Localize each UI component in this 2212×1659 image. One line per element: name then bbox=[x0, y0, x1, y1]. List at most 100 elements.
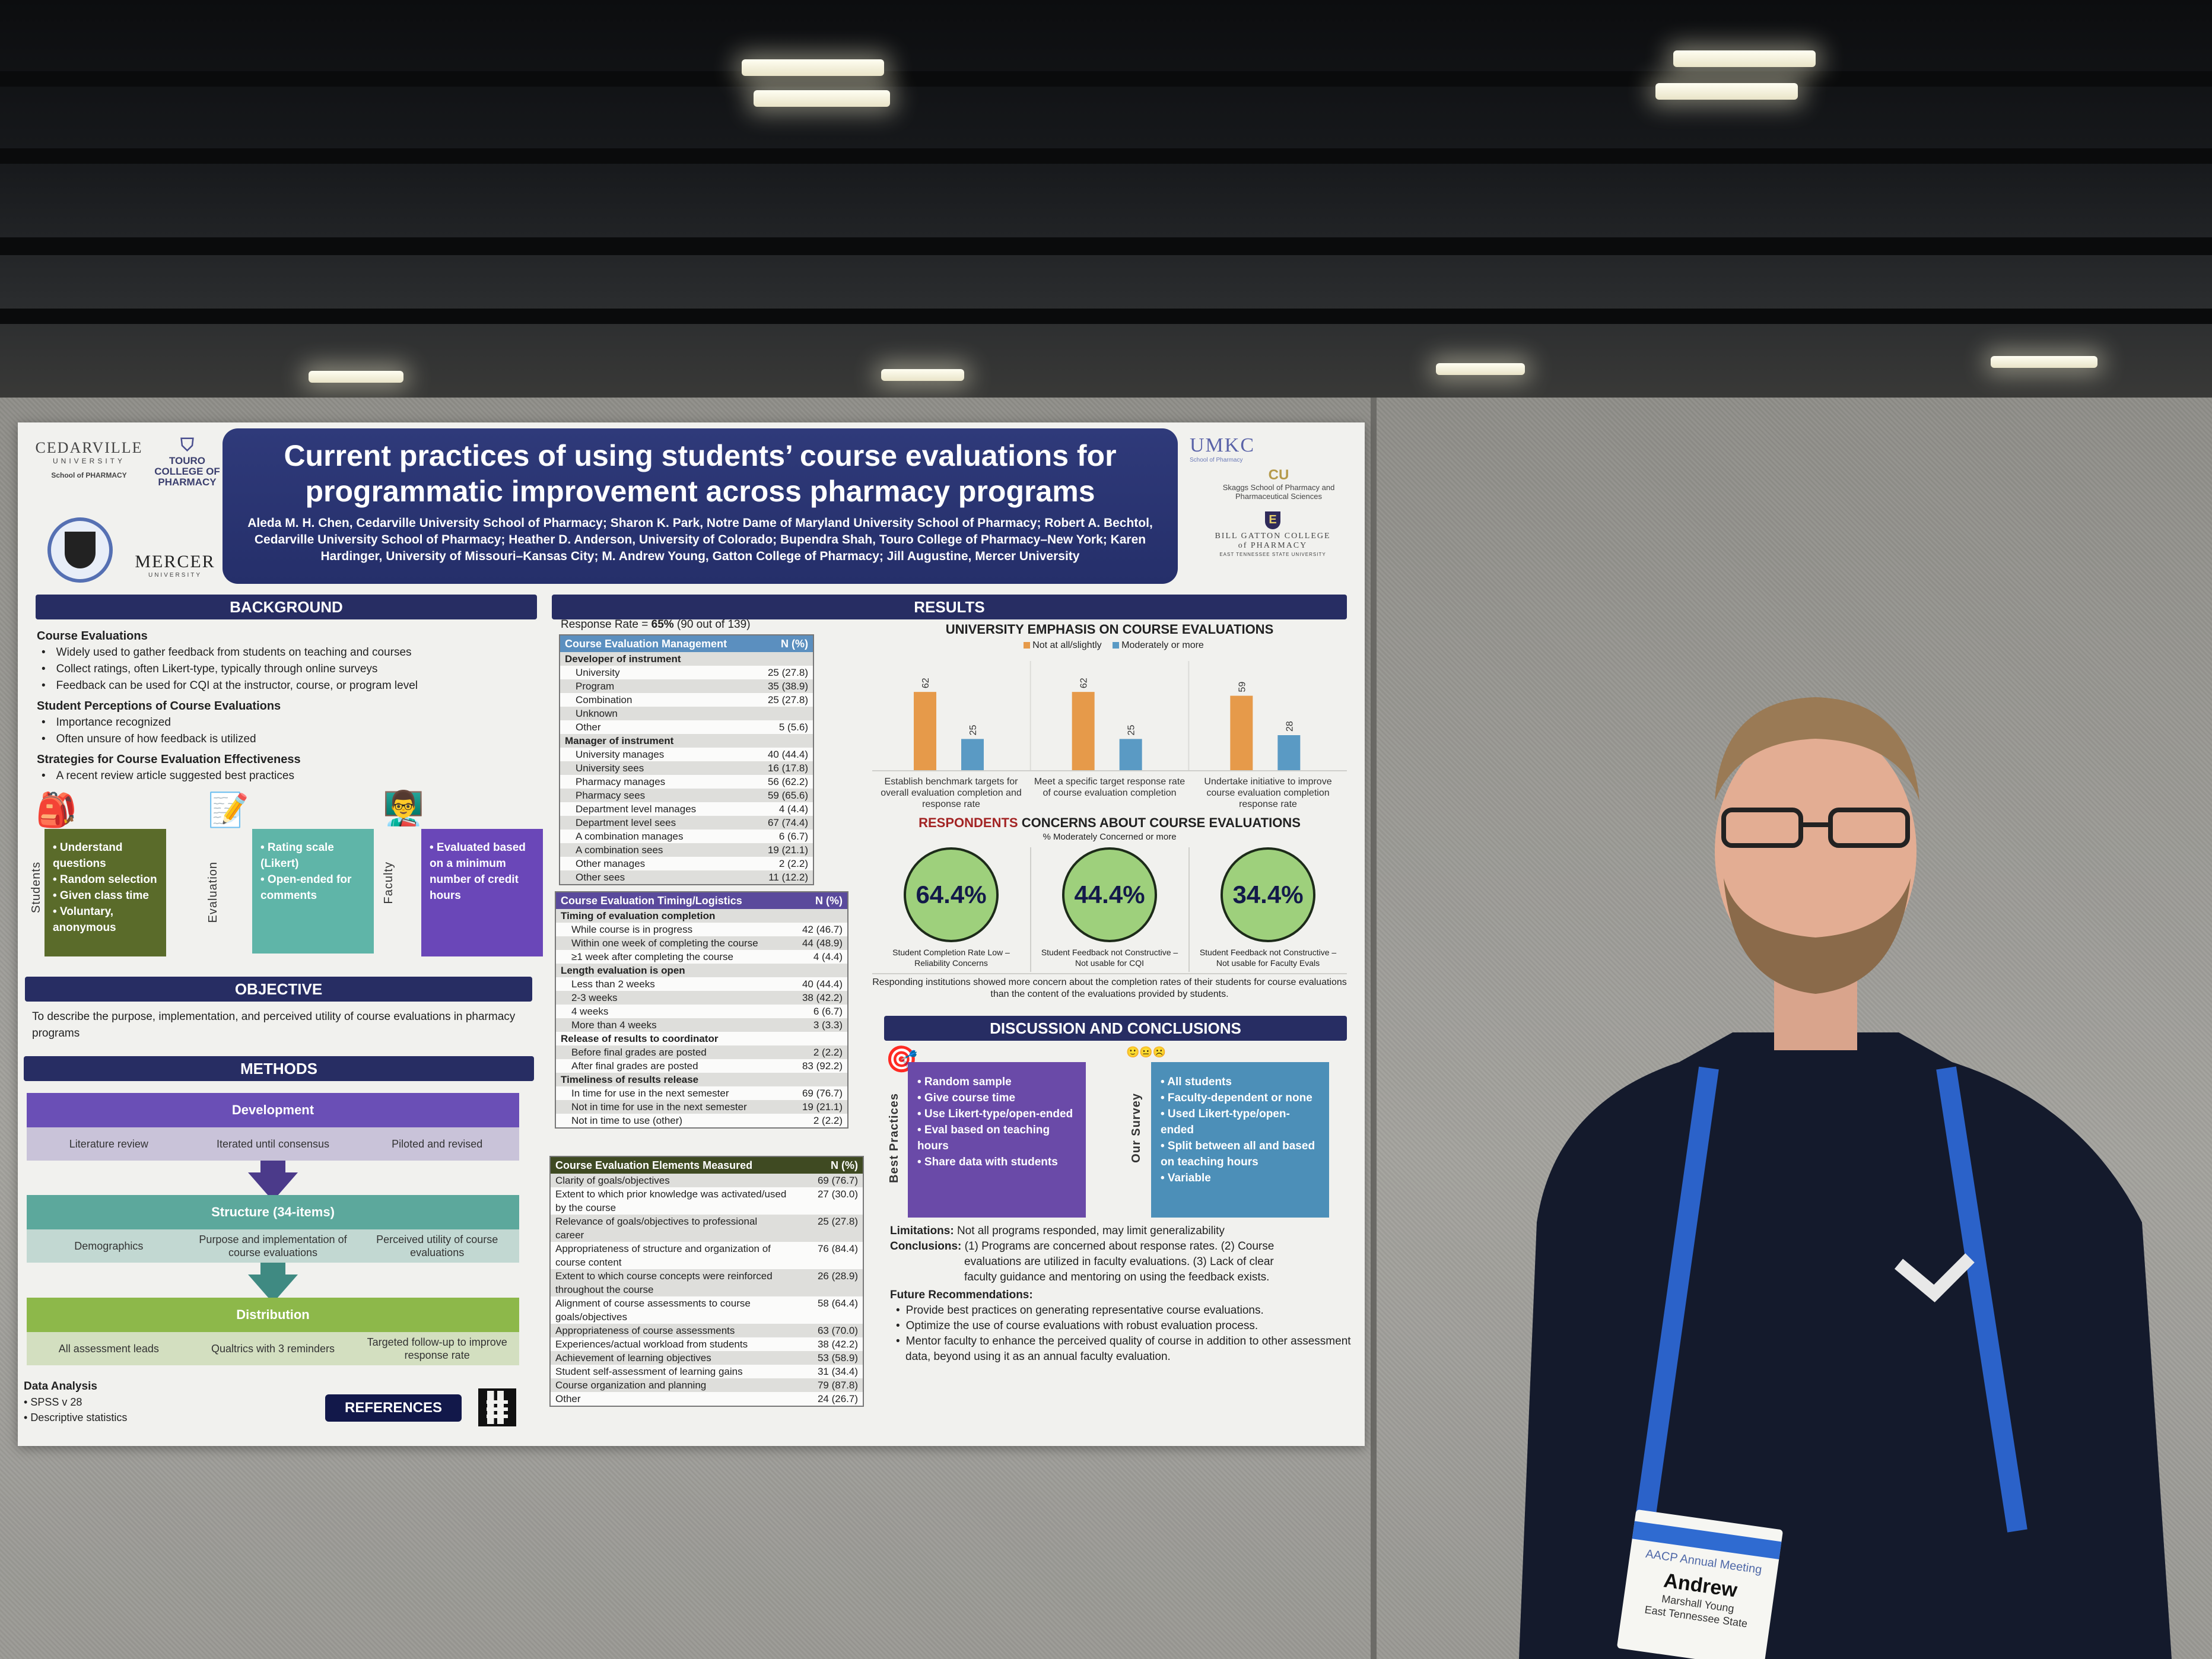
conclusions-text: Limitations: Not all programs responded,… bbox=[890, 1223, 1359, 1365]
bullet-item: • SPSS v 28 bbox=[24, 1396, 82, 1408]
row-label: Pharmacy sees bbox=[576, 790, 646, 801]
bullet-item: Provide best practices on generating rep… bbox=[890, 1303, 1359, 1318]
hair bbox=[1715, 697, 1919, 801]
table-group-row: Length evaluation is open bbox=[556, 964, 847, 977]
touro-logo: ⛉ TOURO COLLEGE OF PHARMACY bbox=[153, 436, 221, 488]
row-value: 67 (74.4) bbox=[767, 817, 808, 828]
divider bbox=[1188, 847, 1190, 972]
logo-text: TOURO COLLEGE OF PHARMACY bbox=[154, 455, 220, 488]
row-label: In time for use in the next semester bbox=[571, 1088, 729, 1099]
table-row: While course is in progress 42 (46.7) bbox=[556, 923, 847, 936]
qr-code-icon[interactable] bbox=[478, 1388, 516, 1426]
table-row: In time for use in the next semester 69 (… bbox=[556, 1086, 847, 1100]
bullet-item: Feedback can be used for CQI at the inst… bbox=[37, 678, 535, 694]
table-row: 2-3 weeks 38 (42.2) bbox=[556, 991, 847, 1005]
teacher-board-icon: 👨‍🏫 bbox=[383, 789, 424, 827]
response-rate-detail: (90 out of 139) bbox=[673, 618, 751, 631]
category-label: Establish benchmark targets for overall … bbox=[881, 777, 1022, 809]
table-title: Course Evaluation Elements Measured bbox=[555, 1159, 753, 1171]
box-line: • Variable bbox=[1161, 1172, 1211, 1184]
response-rate-label: Response Rate = bbox=[561, 618, 651, 631]
bar-data-label: 25 bbox=[1127, 725, 1137, 736]
legend-swatch bbox=[1113, 642, 1120, 649]
bullet-item: Importance recognized bbox=[37, 714, 535, 731]
category-label: Undertake initiative to improve course e… bbox=[1204, 777, 1332, 809]
references-button[interactable]: REFERENCES bbox=[325, 1394, 462, 1422]
category-label: Meet a specific target response rate of … bbox=[1034, 777, 1186, 798]
table-row: Extent to which course concepts were rei… bbox=[551, 1269, 863, 1296]
row-label: Alignment of course assessments to cours… bbox=[555, 1298, 751, 1323]
bullet-item: Optimize the use of course evaluations w… bbox=[890, 1318, 1359, 1334]
table-row: Clarity of goals/objectives 69 (76.7) bbox=[551, 1174, 863, 1187]
row-label: Other bbox=[555, 1393, 581, 1404]
table-row: Course organization and planning 79 (87.8… bbox=[551, 1378, 863, 1392]
table-row: University 25 (27.8) bbox=[560, 666, 813, 679]
row-label: Within one week of completing the course bbox=[571, 937, 758, 949]
limitations-text: Not all programs responded, may limit ge… bbox=[954, 1225, 1225, 1237]
row-label: Unknown bbox=[576, 708, 618, 719]
ceiling-beam bbox=[0, 309, 2212, 324]
skaggs-logo: CU Skaggs School of Pharmacy and Pharmac… bbox=[1204, 468, 1353, 501]
table-column-header: N (%) bbox=[815, 895, 843, 907]
future-recommendations: Future Recommendations: Provide best pra… bbox=[890, 1288, 1359, 1365]
cu-icon: CU bbox=[1268, 467, 1289, 483]
ceiling-light bbox=[309, 371, 403, 383]
box-line: • Open-ended for comments bbox=[260, 873, 352, 902]
author-list: Aleda M. H. Chen, Cedarville University … bbox=[247, 516, 1153, 563]
table-header: Course Evaluation Management N (%) bbox=[560, 635, 813, 652]
flow-item: Targeted follow-up to improve response r… bbox=[367, 1336, 507, 1361]
flow-step-items: Demographics Purpose and implementation … bbox=[27, 1229, 519, 1263]
lanyard-left bbox=[1633, 1066, 1719, 1533]
row-label: Experiences/actual workload from student… bbox=[555, 1339, 748, 1350]
best-practices-box: • Random sample • Give course time • Use… bbox=[908, 1062, 1086, 1218]
best-practices-label: Best Practices bbox=[888, 1093, 901, 1183]
concern-label: Student Completion Rate Low – Reliabilit… bbox=[892, 948, 1010, 968]
row-value: 2 (2.2) bbox=[813, 1115, 843, 1126]
row-label: Clarity of goals/objectives bbox=[555, 1175, 670, 1186]
logo-subtext: School of PHARMACY bbox=[51, 471, 127, 479]
logo-text: BILL GATTON COLLEGE of PHARMACY bbox=[1215, 532, 1331, 550]
emphasis-bar-chart: 62 25 62 25 59 28 bbox=[872, 661, 1347, 771]
survey-faces-icon: 🙂😐☹️ bbox=[1126, 1046, 1167, 1058]
table-row: Department level sees 67 (74.4) bbox=[560, 816, 813, 830]
title-banner: Current practices of using students’ cou… bbox=[223, 428, 1178, 584]
concern-circle-cqi: 44.4% bbox=[1062, 847, 1157, 942]
table-column-header: N (%) bbox=[831, 1159, 858, 1171]
row-value: 6 (6.7) bbox=[778, 831, 808, 842]
conclusions-line: (1) Programs are concerned about respons… bbox=[961, 1240, 1275, 1253]
row-label: Appropriateness of structure and organiz… bbox=[555, 1243, 771, 1268]
title-line: programmatic improvement across pharmacy… bbox=[305, 475, 1095, 508]
logo-text: CEDARVILLE bbox=[35, 439, 143, 456]
subheading: Strategies for Course Evaluation Effecti… bbox=[37, 753, 301, 766]
bar-moderately bbox=[1277, 735, 1301, 771]
box-line: • Random selection bbox=[53, 873, 157, 886]
response-rate-value: 65% bbox=[651, 618, 674, 631]
table-group-row: Manager of instrument bbox=[560, 734, 813, 748]
row-label: Timing of evaluation completion bbox=[561, 910, 716, 921]
flow-step-development: Development bbox=[27, 1093, 519, 1127]
conclusions-line: evaluations are utilized in faculty eval… bbox=[964, 1256, 1274, 1268]
row-label: Release of results to coordinator bbox=[561, 1033, 719, 1044]
row-value bbox=[777, 1073, 843, 1086]
response-rate: Response Rate = 65% (90 out of 139) bbox=[561, 618, 751, 631]
legend-label: Moderately or more bbox=[1121, 640, 1204, 650]
row-label: Achievement of learning objectives bbox=[555, 1352, 711, 1364]
bar-data-label: 62 bbox=[1079, 678, 1089, 688]
row-value: 76 (84.4) bbox=[817, 1243, 858, 1254]
flow-step-items: Literature review Iterated until consens… bbox=[27, 1127, 519, 1161]
box-line: • Eval based on teaching hours bbox=[917, 1124, 1050, 1152]
limitations: Limitations: Not all programs responded,… bbox=[890, 1223, 1359, 1239]
bullet-item: Often unsure of how feedback is utilized bbox=[37, 731, 535, 748]
ceiling-beam bbox=[0, 71, 2212, 87]
row-label: Before final grades are posted bbox=[571, 1047, 707, 1058]
row-label: 2-3 weeks bbox=[571, 992, 618, 1003]
ceiling-light bbox=[1673, 50, 1816, 67]
legend-label: Not at all/slightly bbox=[1032, 640, 1102, 650]
table-group-row: Release of results to coordinator bbox=[556, 1032, 847, 1045]
row-value bbox=[743, 652, 808, 666]
row-label: University manages bbox=[576, 749, 665, 760]
row-value: 44 (48.9) bbox=[802, 937, 843, 949]
row-value bbox=[743, 707, 808, 720]
discussion-header: DISCUSSION AND CONCLUSIONS bbox=[884, 1016, 1347, 1041]
concern-circle-completion: 64.4% bbox=[904, 847, 999, 942]
